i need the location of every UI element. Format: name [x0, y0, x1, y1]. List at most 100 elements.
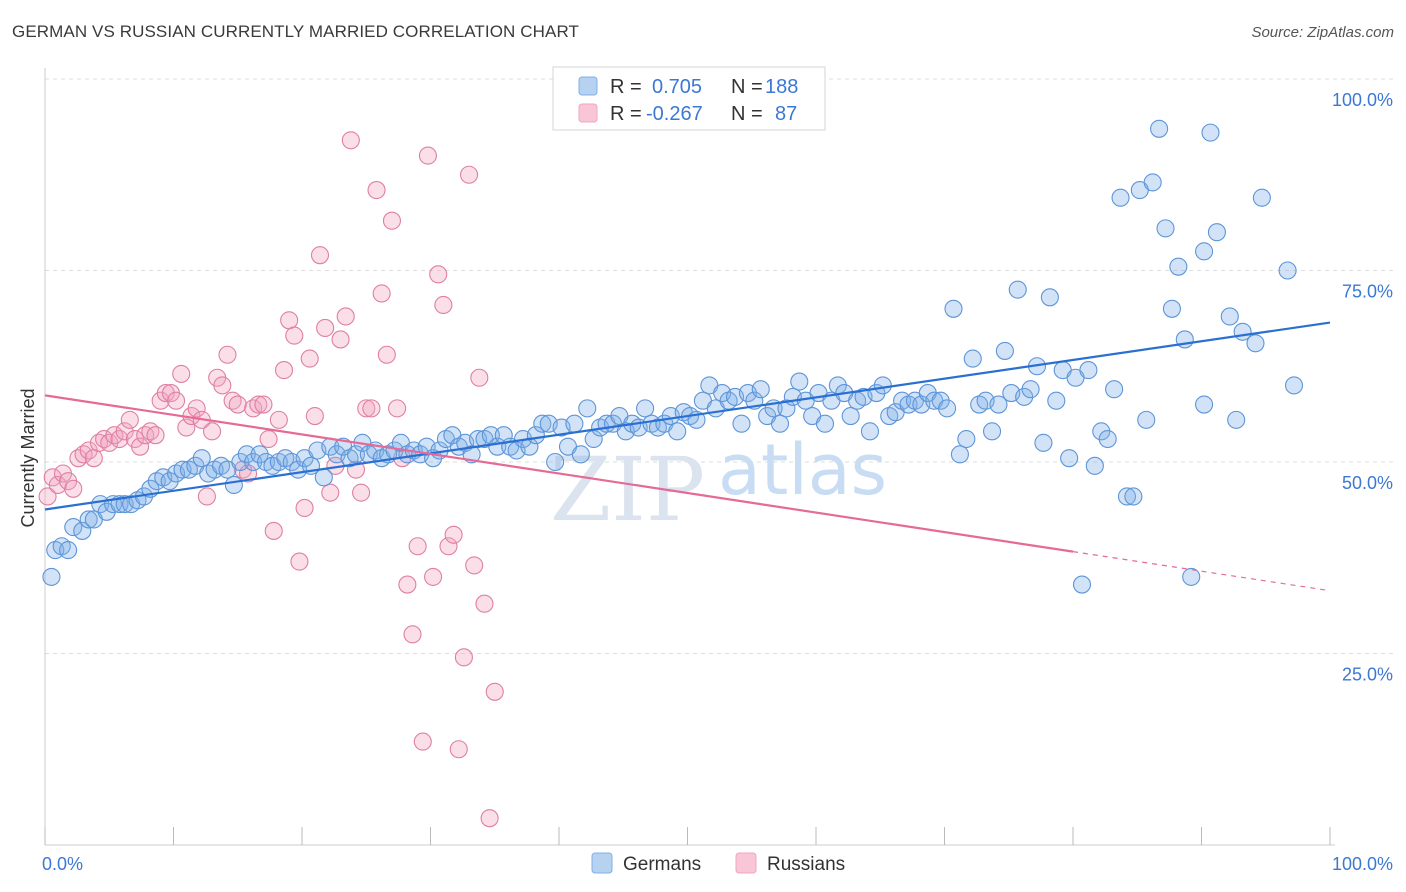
- point-germans: [1060, 449, 1079, 468]
- point-russians: [280, 311, 299, 330]
- point-germans: [1124, 487, 1143, 506]
- point-germans: [950, 445, 969, 464]
- point-germans: [1278, 261, 1297, 280]
- legend-r-label: R =: [610, 76, 642, 98]
- watermark: ZIP atlas: [550, 429, 887, 541]
- point-germans: [1252, 188, 1271, 207]
- point-russians: [274, 361, 294, 380]
- point-germans: [957, 429, 976, 449]
- point-russians: [213, 376, 232, 395]
- point-germans: [1085, 456, 1104, 475]
- legend-bottom-germans: Germans: [623, 854, 701, 875]
- legend-bottom: Germans Russians: [591, 852, 845, 875]
- point-russians: [228, 395, 247, 414]
- point-russians: [131, 437, 150, 456]
- point-russians: [367, 181, 386, 200]
- point-russians: [465, 556, 484, 575]
- trend-line-germans: [44, 321, 1331, 511]
- point-germans: [1008, 280, 1027, 299]
- axes: [44, 68, 1335, 846]
- chart-source: Source: ZipAtlas.com: [1251, 24, 1394, 41]
- point-germans: [1117, 487, 1137, 506]
- point-germans: [42, 567, 61, 586]
- point-germans: [1246, 334, 1265, 353]
- point-germans: [1021, 380, 1040, 399]
- point-germans: [636, 399, 655, 418]
- point-germans: [237, 445, 256, 464]
- point-germans: [944, 299, 963, 318]
- tick-labels: 25.0% 50.0% 75.0% 100.0% 0.0% 100.0%: [42, 90, 1393, 874]
- point-germans: [64, 518, 83, 537]
- point-germans: [751, 380, 770, 399]
- point-germans: [860, 422, 880, 441]
- point-russians: [434, 295, 453, 315]
- point-germans: [1137, 410, 1156, 429]
- point-germans: [995, 341, 1014, 360]
- point-russians: [310, 246, 330, 265]
- point-germans: [1111, 188, 1130, 207]
- point-germans: [777, 399, 796, 418]
- legend-n-value: 87: [775, 103, 797, 125]
- point-germans: [231, 452, 250, 472]
- point-russians: [454, 648, 473, 667]
- legend-bottom-swatch-russians: [735, 852, 757, 874]
- trend-line-russians-extrapolated: [1072, 551, 1331, 592]
- y-axis-label: Currently Married: [18, 388, 38, 527]
- point-russians: [264, 521, 283, 540]
- point-russians: [64, 479, 83, 498]
- x-tick-label: 0.0%: [42, 854, 83, 874]
- point-russians: [197, 487, 216, 506]
- legend-bottom-russians: Russians: [767, 854, 845, 875]
- point-germans: [1156, 219, 1175, 238]
- point-russians: [295, 498, 314, 518]
- point-russians: [187, 399, 206, 418]
- point-russians: [203, 422, 222, 441]
- point-germans: [571, 445, 590, 464]
- y-tick-label: 75.0%: [1342, 282, 1393, 302]
- point-germans: [1169, 257, 1188, 276]
- point-russians: [48, 475, 67, 495]
- point-russians: [331, 330, 350, 349]
- point-russians: [382, 211, 402, 230]
- point-russians: [459, 165, 479, 184]
- point-germans: [668, 422, 687, 441]
- point-russians: [120, 410, 139, 429]
- legend-r-value: 0.705: [652, 76, 702, 98]
- point-germans: [1201, 123, 1220, 142]
- point-russians: [300, 349, 319, 368]
- point-germans: [1105, 380, 1124, 399]
- point-germans: [1015, 387, 1034, 406]
- point-germans: [1034, 433, 1053, 452]
- point-germans: [1092, 422, 1111, 441]
- point-russians: [475, 594, 494, 613]
- point-russians: [269, 410, 288, 429]
- point-russians: [413, 732, 432, 751]
- point-germans: [1207, 223, 1226, 242]
- point-russians: [254, 395, 273, 414]
- point-russians: [156, 384, 175, 403]
- point-germans: [578, 399, 597, 418]
- point-germans: [815, 414, 835, 433]
- point-russians: [403, 625, 422, 644]
- legend-top: R = 0.705 N = 188 R = -0.267 N = 87: [552, 66, 826, 131]
- point-germans: [732, 414, 751, 433]
- point-germans: [841, 406, 860, 426]
- watermark-atlas: atlas: [718, 429, 887, 511]
- y-tick-label: 100.0%: [1332, 90, 1393, 110]
- point-russians: [146, 426, 165, 445]
- chart-title: GERMAN VS RUSSIAN CURRENTLY MARRIED CORR…: [12, 22, 580, 41]
- point-russians: [84, 449, 103, 468]
- legend-r-label: R =: [610, 103, 642, 125]
- point-russians: [444, 525, 463, 544]
- point-germans: [314, 468, 333, 487]
- point-germans: [224, 475, 243, 495]
- y-tick-label: 25.0%: [1342, 665, 1393, 685]
- point-russians: [352, 483, 371, 502]
- point-russians: [167, 391, 186, 410]
- point-germans: [1227, 410, 1246, 429]
- gridlines: [45, 78, 1393, 654]
- point-germans: [963, 349, 982, 368]
- point-germans: [1284, 376, 1304, 395]
- point-russians: [388, 399, 407, 418]
- point-russians: [218, 345, 237, 364]
